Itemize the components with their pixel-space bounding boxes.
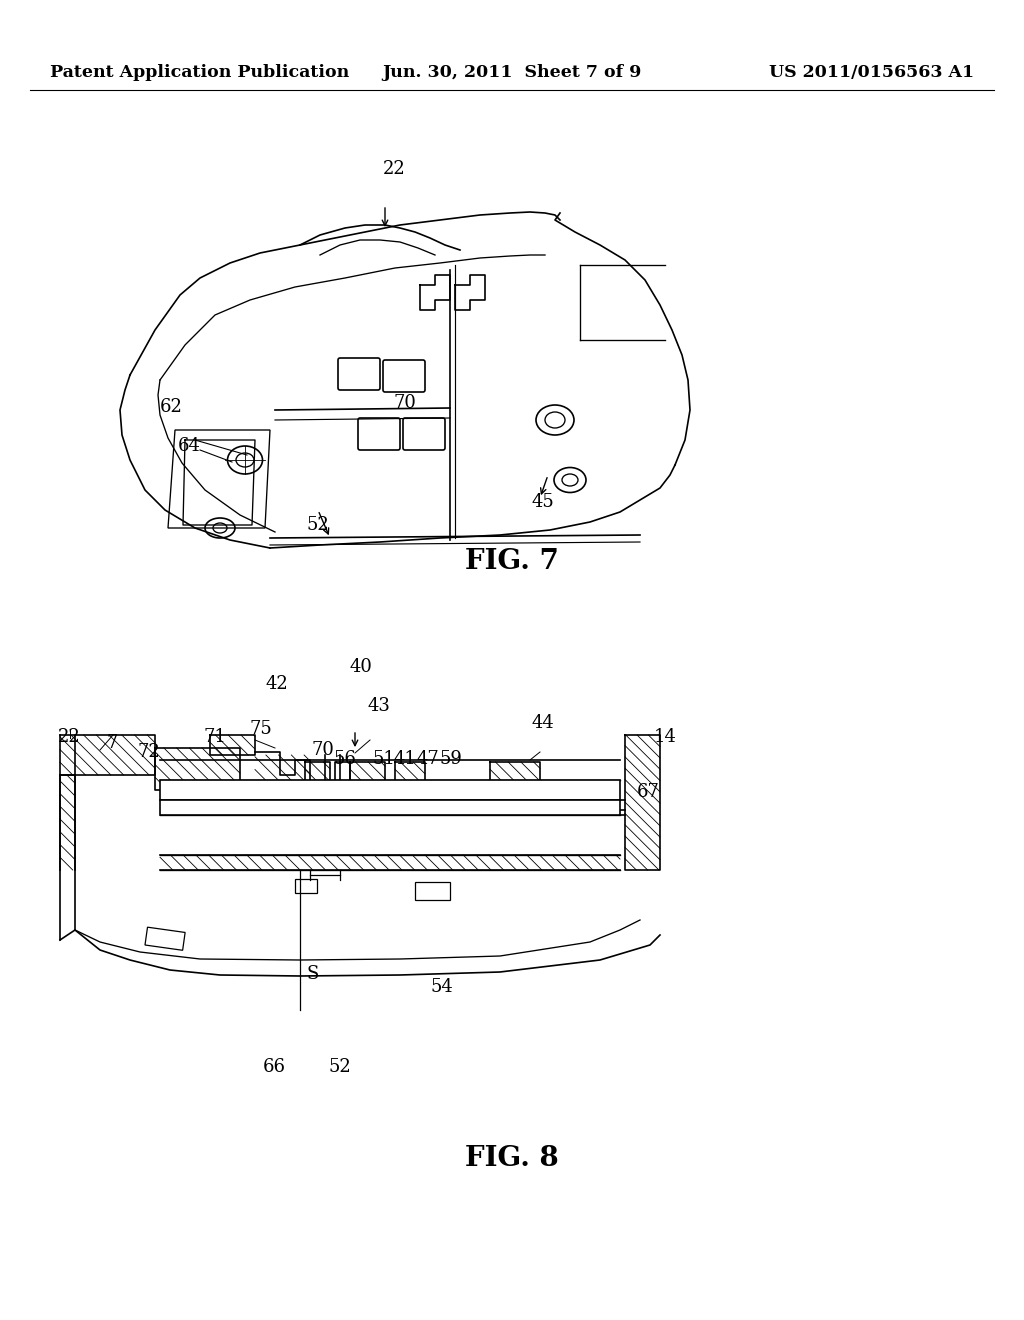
Text: 52: 52 bbox=[329, 1057, 351, 1076]
Text: Jun. 30, 2011  Sheet 7 of 9: Jun. 30, 2011 Sheet 7 of 9 bbox=[382, 65, 642, 81]
Text: 72: 72 bbox=[137, 743, 160, 762]
Text: 70: 70 bbox=[311, 741, 334, 759]
Text: US 2011/0156563 A1: US 2011/0156563 A1 bbox=[769, 65, 974, 81]
Text: 22: 22 bbox=[58, 727, 81, 746]
Text: 54: 54 bbox=[431, 978, 454, 997]
Text: 22: 22 bbox=[383, 160, 406, 178]
Text: 66: 66 bbox=[263, 1057, 286, 1076]
Text: 40: 40 bbox=[349, 657, 372, 676]
Text: 41: 41 bbox=[393, 750, 416, 768]
Text: 51: 51 bbox=[373, 750, 395, 768]
Text: 67: 67 bbox=[637, 783, 659, 801]
Text: 64: 64 bbox=[178, 437, 201, 455]
Text: 43: 43 bbox=[368, 697, 390, 715]
Text: 59: 59 bbox=[439, 750, 462, 768]
Text: 42: 42 bbox=[265, 675, 288, 693]
Text: Patent Application Publication: Patent Application Publication bbox=[50, 65, 349, 81]
Bar bbox=[415, 882, 450, 900]
Text: 47: 47 bbox=[417, 750, 439, 768]
Bar bbox=[145, 927, 185, 950]
Text: FIG. 7: FIG. 7 bbox=[465, 548, 559, 574]
Bar bbox=[295, 879, 317, 894]
Bar bbox=[160, 780, 620, 800]
Text: 14: 14 bbox=[654, 727, 677, 746]
Text: 7: 7 bbox=[106, 734, 119, 752]
Text: FIG. 8: FIG. 8 bbox=[465, 1146, 559, 1172]
Text: 44: 44 bbox=[531, 714, 554, 733]
Text: 45: 45 bbox=[531, 492, 554, 511]
Text: 52: 52 bbox=[306, 516, 329, 535]
Text: 70: 70 bbox=[393, 393, 416, 412]
Bar bbox=[160, 800, 620, 814]
Text: 62: 62 bbox=[160, 397, 182, 416]
Text: 56: 56 bbox=[334, 750, 356, 768]
Text: 75: 75 bbox=[250, 719, 272, 738]
Text: 71: 71 bbox=[204, 727, 226, 746]
Text: S: S bbox=[306, 965, 318, 983]
